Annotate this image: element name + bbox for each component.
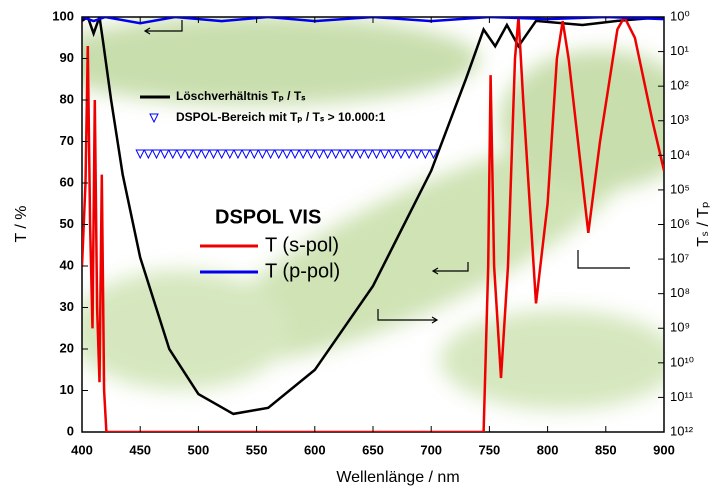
y-tick-label: 50: [60, 216, 74, 231]
legend-marker: [149, 113, 159, 124]
x-tick-label: 400: [71, 442, 93, 457]
x-axis-label: Wellenlänge / nm: [336, 469, 459, 486]
triangle-marker: [192, 149, 203, 160]
x-tick-label: 900: [653, 442, 675, 457]
y-tick-label: 40: [60, 257, 74, 272]
triangle-marker: [200, 149, 211, 160]
triangle-marker: [225, 149, 235, 160]
y2-tick-label: 10²: [670, 78, 689, 93]
y2-tick-label: 10⁹: [670, 320, 690, 335]
y2-tick-label: 10¹²: [670, 423, 694, 438]
line-2: [82, 17, 664, 432]
triangle-marker: [306, 149, 317, 160]
y-axis-label: T / %: [13, 205, 30, 242]
y-tick-label: 10: [60, 382, 74, 397]
triangle-marker: [330, 149, 341, 160]
triangle-marker: [347, 149, 357, 160]
y2-axis-label: Tₛ / Tₚ: [695, 201, 712, 246]
triangle-marker: [290, 149, 300, 160]
triangle-marker: [176, 149, 186, 160]
y2-tick-label: 10⁸: [670, 285, 690, 300]
x-tick-label: 850: [595, 442, 617, 457]
triangle-marker: [208, 149, 219, 160]
triangle-marker: [241, 149, 251, 160]
triangle-marker: [379, 149, 390, 160]
triangle-marker: [314, 149, 325, 160]
y2-tick-label: 10⁰: [670, 8, 690, 23]
x-tick-label: 450: [129, 442, 151, 457]
triangle-marker: [143, 149, 154, 160]
y-tick-label: 30: [60, 299, 74, 314]
data-layer: [82, 17, 664, 432]
x-tick-label: 600: [304, 442, 326, 457]
legend-label: DSPOL-Bereich mit Tₚ / Tₛ > 10.000:1: [176, 110, 386, 124]
triangle-marker: [249, 149, 260, 160]
triangle-marker: [428, 149, 439, 160]
triangle-marker: [396, 149, 406, 160]
legend-label: Löschverhältnis Tₚ / Tₛ: [176, 89, 306, 103]
y2-tick-label: 10⁵: [670, 181, 690, 196]
y-tick-label: 90: [60, 50, 74, 65]
triangle-marker: [257, 149, 268, 160]
x-tick-label: 550: [246, 442, 268, 457]
y2-tick-label: 10¹⁰: [670, 354, 694, 369]
y2-tick-label: 10⁶: [670, 216, 690, 231]
triangle-marker: [273, 149, 284, 160]
y2-tick-label: 10¹: [670, 43, 689, 58]
triangle-marker: [420, 149, 431, 160]
triangle-marker: [322, 149, 333, 160]
y2-tick-label: 10⁴: [670, 147, 690, 162]
triangle-marker: [404, 149, 414, 160]
triangle-marker: [355, 149, 366, 160]
x-tick-label: 750: [479, 442, 501, 457]
triangle-marker: [282, 149, 292, 160]
y-tick-label: 70: [60, 133, 74, 148]
legend-label: T (p-pol): [265, 260, 340, 282]
triangle-marker: [371, 149, 382, 160]
triangle-marker: [216, 149, 227, 160]
triangle-marker: [387, 149, 398, 160]
triangle-marker: [233, 149, 243, 160]
background: [82, 17, 664, 410]
arrows: [143, 20, 630, 324]
triangle-marker: [339, 149, 349, 160]
triangle-marker: [151, 149, 162, 160]
y-tick-label: 60: [60, 174, 74, 189]
x-tick-label: 650: [362, 442, 384, 457]
line-0: [82, 17, 664, 416]
y2-tick-label: 10¹¹: [670, 389, 694, 404]
line-3: [82, 17, 664, 25]
triangle-marker: [265, 149, 276, 160]
triangle-marker: [167, 149, 178, 160]
triangle-marker: [184, 149, 194, 160]
triangle-marker: [135, 149, 146, 160]
triangle-marker: [363, 149, 374, 160]
triangle-marker: [298, 149, 308, 160]
x-tick-label: 800: [537, 442, 559, 457]
x-tick-label: 500: [188, 442, 210, 457]
y-tick-label: 100: [52, 8, 74, 23]
y2-tick-label: 10⁷: [670, 251, 689, 266]
y-tick-label: 20: [60, 340, 74, 355]
triangle-marker: [159, 149, 170, 160]
y-tick-label: 80: [60, 91, 74, 106]
y2-tick-label: 10³: [670, 112, 689, 127]
legend-label: T (s-pol): [265, 234, 339, 256]
legend-title: DSPOL VIS: [215, 206, 321, 228]
triangle-marker: [412, 149, 423, 160]
x-tick-label: 700: [420, 442, 442, 457]
y-tick-label: 0: [67, 423, 74, 438]
